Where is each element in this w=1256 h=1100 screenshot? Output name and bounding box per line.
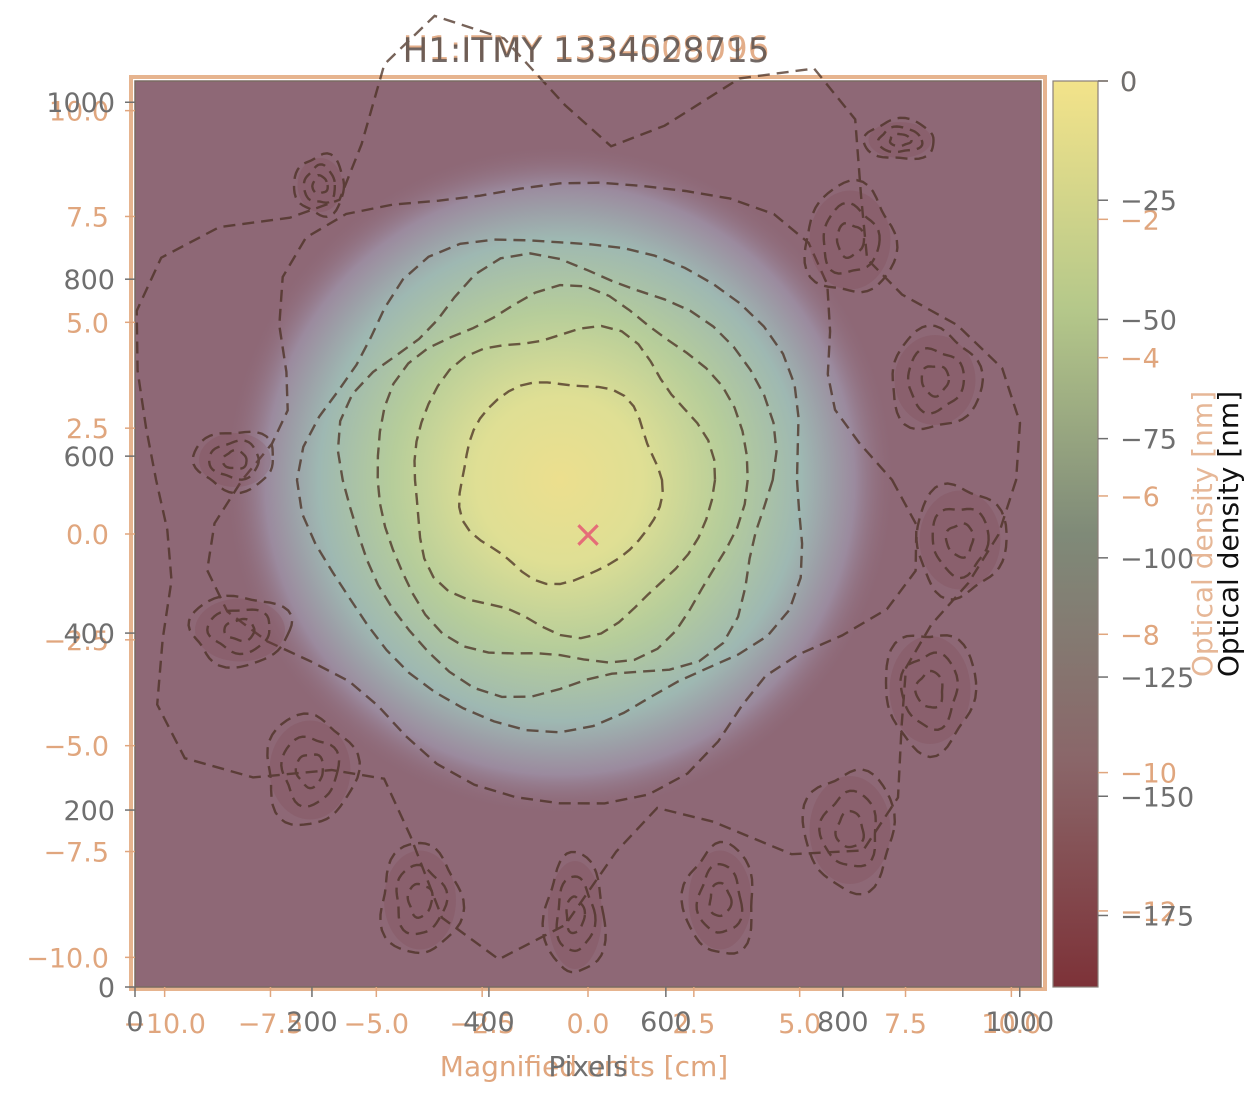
colorbar-tick-label-back: −4 [1120,344,1160,375]
x-tick-label-back: −5.0 [344,1009,410,1040]
colorbar [1052,80,1099,988]
y-tick-label-back: −10.0 [26,943,109,974]
contour-lobe [891,324,985,431]
colorbar-tick-label-front: −100 [1120,544,1194,575]
colorbar-tick-label-front: −150 [1120,782,1194,813]
colorbar-tick-label-back: −2 [1120,205,1160,236]
contour-ring [295,238,804,734]
x-tick-label-back: 7.5 [884,1009,927,1040]
colorbar-tick-label-back: −10 [1120,759,1177,790]
x-axis-ticks-front: 0 200 400 600 800 1000 [126,987,1054,1038]
y-tick-label-front: 1000 [46,88,115,119]
y-tick-label-back: 7.5 [66,202,109,233]
x-axis-label-front: Pixels [548,1050,627,1083]
x-tick-label-front: 400 [463,1007,515,1038]
colorbar-ticks-front: 0 −25 −50 −75 −100 −125 −150 −175 [1098,67,1194,932]
x-tick-label-back: 10.0 [981,1009,1041,1040]
x-tick-label-back: −10.0 [123,1009,206,1040]
y-axis-ticks-front: 1000 800 600 400 200 0 [46,88,135,1004]
y-tick-label-front: 600 [63,442,115,473]
colorbar-tick-label-front: −125 [1120,663,1194,694]
y-tick-label-front: 800 [63,265,115,296]
y-tick-label-back: 10.0 [49,97,109,128]
y-tick-label-front: 200 [63,796,115,827]
back-title: H1:ITMY 1334509096 [403,29,770,69]
contour-lobe [266,712,361,827]
heatmap-image [135,81,1041,987]
y-tick-label-back: −7.5 [43,838,109,869]
x-tick-label-front: 1000 [985,1007,1054,1038]
x-axis-label-back: Magnified units [cm] [440,1050,728,1083]
colorbar-tick-label-front: −75 [1120,425,1177,456]
colorbar-tick-label-back: 0 [1120,67,1137,98]
contour-lobe [541,850,607,974]
y-tick-label-back: −2.5 [43,626,109,657]
colorbar-tick-label-back: −6 [1120,482,1160,513]
contour-lobe [680,840,754,955]
contour-lobe [862,116,935,161]
x-tick-label-front: 200 [286,1007,338,1038]
front-title: H1:ITMY 1334028715 [403,31,770,71]
colorbar-tick-label-front: −175 [1120,901,1194,932]
y-axis-ticks-back: 10.0 7.5 5.0 2.5 0.0 −2.5 −5.0 −7.5 −10.0 [26,97,135,974]
contour-lobe [187,594,294,670]
contour-outer [135,14,1022,961]
contour-lobe [191,430,274,495]
x-tick-label-back: 5.0 [778,1009,821,1040]
beam-center-marker: × [572,512,604,556]
contour-lobe [915,482,1008,601]
colorbar-ticks-back: 0 −2 −4 −6 −8 −10 −12 [1098,67,1177,928]
y-tick-label-back: 0.0 [66,520,109,551]
contour-lobe [803,178,899,294]
x-tick-label-back: −2.5 [449,1009,515,1040]
x-tick-label-back: 0.0 [567,1009,610,1040]
y-tick-label-back: 5.0 [66,308,109,339]
contour-ring [205,181,918,805]
colorbar-label-back: Optical density [nm] [1186,391,1219,677]
x-tick-label-front: 800 [817,1007,869,1038]
colorbar-tick-label-front: −25 [1120,186,1177,217]
contour-lobe [292,152,346,219]
y-tick-label-back: 2.5 [66,414,109,445]
x-tick-label-front: 600 [640,1007,692,1038]
contour-ring [457,381,665,586]
contour-ring [376,283,749,664]
colorbar-tick-label-front: 0 [1120,67,1137,98]
contour-ring [413,324,717,640]
contour-lines [135,14,1022,974]
colorbar-tick-label-front: −50 [1120,305,1177,336]
y-tick-label-front: 0 [98,973,115,1004]
x-tick-label-back: −7.5 [238,1009,304,1040]
colorbar-tick-label-back: −12 [1120,897,1177,928]
colorbar-tick-label-back: −8 [1120,620,1160,651]
x-axis-ticks-back: −10.0 −7.5 −5.0 −2.5 0.0 2.5 5.0 7.5 10.0 [123,987,1041,1040]
contour-ring [336,252,778,699]
y-tick-label-back: −5.0 [43,732,109,763]
x-tick-label-front: 0 [126,1007,143,1038]
colorbar-label-front: Optical density [nm] [1212,391,1245,677]
y-tick-label-front: 400 [63,619,115,650]
x-tick-label-back: 2.5 [672,1009,715,1040]
contour-lobe [379,841,466,955]
contour-lobe [801,768,897,896]
